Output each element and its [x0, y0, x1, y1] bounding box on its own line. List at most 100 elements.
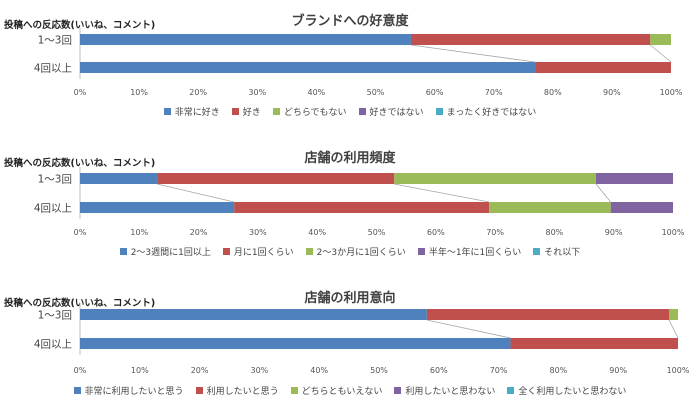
- series-line: [595, 183, 612, 203]
- bar-segment: [410, 34, 651, 45]
- x-tick-label: 90%: [609, 366, 627, 375]
- bar-segment: [595, 173, 673, 184]
- category-label: 1～3回: [38, 310, 72, 322]
- chart-title: 店舗の利用頻度: [304, 151, 396, 166]
- series-line: [394, 183, 490, 203]
- bar-plot: 1～3回 4回以上 0% 10% 20% 30% 40% 50% 60% 70% 80% 90% 100…: [34, 28, 683, 97]
- x-tick-label: 40%: [308, 228, 326, 237]
- legend-item: それ以下: [533, 245, 580, 258]
- legend-label: まったく好きではない: [446, 108, 537, 118]
- bar-segment: [489, 202, 611, 213]
- x-tick-label: 20%: [191, 366, 209, 375]
- legend-item: 2～3週間に1回以上: [119, 245, 211, 258]
- legend-item: 利用したいと思う: [195, 384, 279, 397]
- bar-segment: [510, 338, 678, 349]
- legend-swatch: [435, 108, 443, 115]
- legend-label: 2～3か月に1回くらい: [316, 248, 406, 258]
- x-tick-label: 100%: [660, 88, 683, 97]
- bar-plot: 1～3回 4回以上 0% 10% 20% 30% 40% 50% 60% 70% 80% 90% 100…: [34, 167, 685, 237]
- legend-label: 2～3週間に1回以上: [130, 248, 211, 258]
- chart-store-usage-intention: 店舗の利用意向 投稿への反応数(いいね、コメント) 1～3回4回以上0%10%2…: [0, 275, 700, 411]
- x-tick-label: 60%: [426, 88, 444, 97]
- x-tick-label: 0%: [74, 366, 87, 375]
- legend-swatch: [222, 248, 230, 255]
- bar-plot: 1～3回 4回以上 0% 10% 20% 30% 40% 50% 60% 70% 80% 90% 100…: [34, 303, 690, 375]
- x-tick-label: 10%: [131, 366, 149, 375]
- legend: 非常に好き 好き どちらでもない 好きではない まったく好きではない: [0, 105, 700, 118]
- x-tick-label: 40%: [308, 88, 326, 97]
- x-tick-label: 90%: [603, 88, 621, 97]
- bar-segment: [80, 309, 427, 320]
- bar-segment: [394, 173, 596, 184]
- legend-label: 半年～1年に1回くらい: [428, 248, 522, 258]
- x-tick-label: 50%: [367, 88, 385, 97]
- x-tick-label: 20%: [190, 228, 208, 237]
- x-tick-label: 40%: [310, 366, 328, 375]
- legend-label: 好き: [242, 108, 261, 118]
- series-line: [668, 319, 679, 339]
- bar-segment: [80, 173, 158, 184]
- legend-item: 利用したいと思わない: [394, 384, 495, 397]
- x-tick-label: 80%: [544, 88, 562, 97]
- legend-swatch: [507, 387, 515, 394]
- x-tick-label: 70%: [486, 228, 504, 237]
- legend-item: 非常に好き: [163, 105, 220, 118]
- x-tick-label: 100%: [667, 366, 690, 375]
- category-label: 1～3回: [38, 35, 72, 47]
- x-tick-label: 60%: [427, 228, 445, 237]
- category-label: 4回以上: [34, 339, 72, 351]
- legend-swatch: [231, 108, 239, 115]
- bar-segment: [669, 309, 678, 320]
- legend: 非常に利用したいと思う 利用したいと思う どちらともいえない 利用したいと思わない 全く…: [0, 384, 700, 397]
- y-axis-label: 投稿への反応数(いいね、コメント): [4, 20, 156, 31]
- category-label: 1～3回: [38, 174, 72, 186]
- bar-segment: [610, 202, 673, 213]
- chart-title: ブランドへの好意度: [291, 14, 409, 29]
- series-line: [410, 44, 536, 63]
- x-tick-label: 30%: [251, 366, 269, 375]
- x-tick-label: 50%: [368, 228, 386, 237]
- legend-label: 月に1回くらい: [233, 248, 294, 258]
- legend-swatch: [394, 387, 402, 394]
- legend-swatch: [272, 108, 280, 115]
- x-tick-label: 30%: [248, 88, 266, 97]
- x-tick-label: 100%: [662, 228, 685, 237]
- chart-store-usage-frequency: 店舗の利用頻度 投稿への反応数(いいね、コメント) 1～3回 4回以上 0% 10% 2…: [0, 135, 700, 270]
- x-tick-label: 20%: [189, 88, 207, 97]
- bar-segment: [80, 202, 235, 213]
- legend-label: 利用したいと思う: [206, 387, 279, 397]
- legend-label: 利用したいと思わない: [405, 387, 496, 397]
- legend-swatch: [73, 387, 81, 394]
- legend-item: どちらともいえない: [290, 384, 383, 397]
- x-tick-label: 70%: [485, 88, 503, 97]
- bar-segment: [80, 62, 536, 73]
- bar-segment: [80, 338, 511, 349]
- x-tick-label: 10%: [130, 228, 148, 237]
- x-tick-label: 0%: [74, 88, 87, 97]
- legend-item: 好きではない: [358, 105, 424, 118]
- legend-swatch: [417, 248, 425, 255]
- series-line: [426, 319, 511, 339]
- bar-segment: [234, 202, 490, 213]
- x-tick-label: 0%: [74, 228, 87, 237]
- series-line: [156, 183, 235, 203]
- x-tick-label: 50%: [370, 366, 388, 375]
- legend: 2～3週間に1回以上 月に1回くらい 2～3か月に1回くらい 半年～1年に1回くらい そ…: [0, 245, 700, 258]
- legend-item: 半年～1年に1回くらい: [417, 245, 522, 258]
- legend-swatch: [163, 108, 171, 115]
- x-tick-label: 70%: [490, 366, 508, 375]
- legend-swatch: [195, 387, 203, 394]
- legend-label: 非常に好き: [174, 108, 220, 118]
- legend-swatch: [290, 387, 298, 394]
- legend-label: どちらともいえない: [301, 387, 383, 397]
- legend-swatch: [119, 248, 127, 255]
- legend-label: それ以下: [544, 248, 581, 258]
- legend-swatch: [533, 248, 541, 255]
- x-tick-label: 80%: [546, 228, 564, 237]
- legend-item: 非常に利用したいと思う: [73, 384, 184, 397]
- series-line: [650, 44, 672, 63]
- chart-title: 店舗の利用意向: [304, 291, 396, 306]
- bar-segment: [426, 309, 670, 320]
- x-tick-label: 80%: [550, 366, 568, 375]
- bar-segment: [650, 34, 671, 45]
